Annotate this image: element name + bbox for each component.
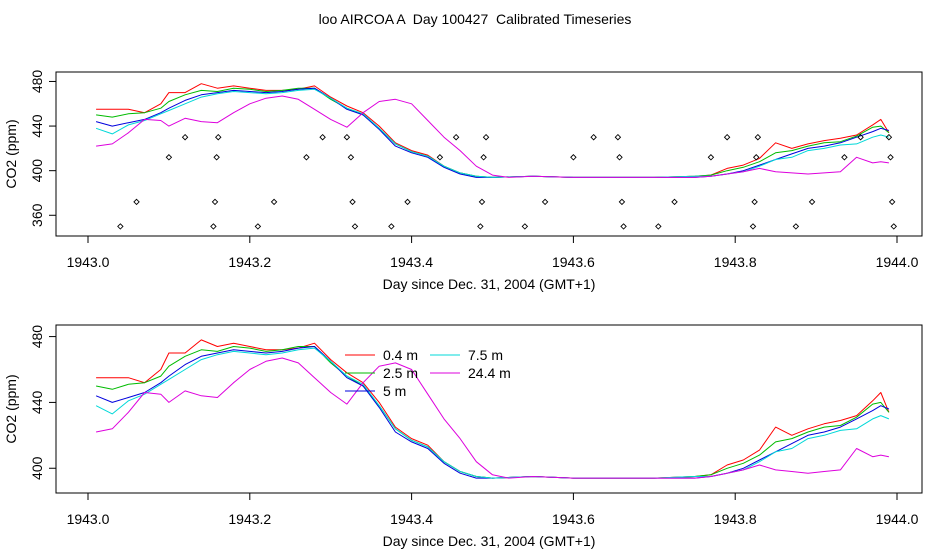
- diamond-marker: [404, 198, 411, 206]
- legend-label: 5 m: [383, 383, 406, 399]
- top-series-layer: [95, 83, 890, 178]
- top-series-2-5-m: [96, 87, 890, 178]
- bottom-x-tick-label: 1943.8: [714, 511, 757, 527]
- diamond-marker: [165, 154, 173, 161]
- diamond-marker: [890, 223, 898, 230]
- legend: 0.4 m 2.5 m 5 m 7.5 m 24.4 m: [345, 347, 511, 399]
- diamond-marker: [343, 133, 351, 141]
- diamond-marker: [620, 223, 627, 230]
- top-x-tick-label: 1943.8: [714, 254, 757, 270]
- diamond-marker: [749, 223, 757, 230]
- bottom-series-5-m: [95, 346, 890, 479]
- top-x-tick-label: 1943.0: [67, 254, 110, 270]
- bottom-panel: 1943.0 1943.2 1943.4 1943.6 1943.8 1944.0 400…: [3, 324, 923, 549]
- diamond-marker: [752, 154, 760, 161]
- diamond-marker: [887, 154, 894, 161]
- top-panel: 1943.0 1943.2 1943.4 1943.6 1943.8 1944.0 360…: [3, 70, 923, 292]
- top-y-axis-label: CO2 (ppm): [3, 119, 19, 188]
- top-series-0-4-m: [96, 83, 890, 178]
- legend-label: 0.4 m: [383, 347, 418, 363]
- legend-label: 7.5 m: [468, 347, 503, 363]
- diamond-marker: [215, 133, 222, 141]
- diamond-marker: [590, 133, 597, 141]
- bottom-x-tick-label: 1943.0: [67, 511, 110, 527]
- bottom-series-layer: [95, 339, 890, 479]
- diamond-marker: [808, 198, 816, 206]
- bottom-y-axis-label: CO2 (ppm): [3, 374, 19, 443]
- top-y-tick-label: 400: [29, 159, 45, 183]
- diamond-marker: [541, 198, 549, 206]
- diamond-marker: [478, 198, 486, 206]
- diamond-marker: [616, 154, 623, 161]
- diamond-marker: [351, 223, 359, 230]
- diamond-marker: [210, 223, 217, 230]
- chart-title: loo AIRCOA A Day 100427 Calibrated Times…: [318, 11, 632, 27]
- top-x-axis: 1943.0 1943.2 1943.4 1943.6 1943.8 1944.0: [67, 235, 919, 270]
- top-y-tick-label: 480: [29, 70, 45, 94]
- diamond-marker: [857, 133, 864, 141]
- bottom-x-tick-label: 1943.6: [552, 511, 595, 527]
- diamond-marker: [181, 133, 189, 141]
- diamond-marker: [482, 133, 490, 141]
- bottom-series-7-5-m: [95, 347, 890, 479]
- diamond-marker: [885, 133, 893, 141]
- bottom-y-tick-label: 480: [29, 325, 45, 349]
- diamond-marker: [570, 154, 577, 161]
- diamond-marker: [211, 198, 219, 206]
- top-series-24-4-m: [96, 95, 889, 178]
- diamond-marker: [133, 198, 140, 206]
- top-series-5-m: [95, 87, 890, 178]
- top-y-axis: 360 400 440 480: [29, 70, 57, 227]
- diamond-marker: [888, 198, 896, 206]
- diamond-marker: [754, 133, 762, 141]
- legend-label: 24.4 m: [468, 365, 511, 381]
- top-y-tick-label: 360: [29, 203, 45, 227]
- diamond-marker: [723, 133, 731, 141]
- diamond-marker: [655, 223, 662, 230]
- diamond-marker: [436, 154, 444, 161]
- bottom-x-tick-label: 1944.0: [876, 511, 919, 527]
- diamond-marker: [751, 198, 758, 206]
- top-series-7-5-m: [95, 88, 890, 178]
- diamond-marker: [614, 133, 622, 141]
- bottom-y-tick-label: 400: [29, 456, 45, 480]
- bottom-x-tick-label: 1943.2: [228, 511, 271, 527]
- legend-label: 2.5 m: [383, 365, 418, 381]
- diamond-marker: [388, 223, 395, 230]
- bottom-series-0-4-m: [96, 339, 890, 479]
- bottom-x-axis-label: Day since Dec. 31, 2004 (GMT+1): [383, 533, 596, 549]
- diamond-marker: [270, 198, 278, 206]
- diamond-marker: [618, 198, 626, 206]
- top-x-tick-label: 1943.2: [228, 254, 271, 270]
- diamond-marker: [671, 198, 678, 206]
- diamond-marker: [349, 198, 356, 206]
- diamond-marker: [707, 154, 715, 161]
- diamond-marker: [347, 154, 355, 161]
- top-y-tick-label: 440: [29, 114, 45, 138]
- bottom-y-axis: 400 440 480: [29, 325, 57, 480]
- diamond-marker: [254, 223, 262, 230]
- top-x-tick-label: 1943.4: [390, 254, 433, 270]
- diamond-marker: [521, 223, 529, 230]
- bottom-x-axis: 1943.0 1943.2 1943.4 1943.6 1943.8 1944.0: [67, 492, 919, 527]
- diamond-marker: [477, 223, 484, 230]
- diamond-marker: [841, 154, 848, 161]
- top-x-tick-label: 1944.0: [876, 254, 919, 270]
- bottom-y-tick-label: 440: [29, 391, 45, 415]
- diamond-marker: [792, 223, 800, 230]
- bottom-x-tick-label: 1943.4: [390, 511, 433, 527]
- diamond-marker: [213, 154, 220, 161]
- top-marker-layer: [117, 133, 898, 230]
- diamond-marker: [303, 154, 310, 161]
- bottom-series-24-4-m: [96, 357, 889, 479]
- diamond-marker: [319, 133, 326, 141]
- diamond-marker: [117, 223, 124, 230]
- diamond-marker: [452, 133, 460, 141]
- diamond-marker: [480, 154, 487, 161]
- top-x-tick-label: 1943.6: [552, 254, 595, 270]
- top-x-axis-label: Day since Dec. 31, 2004 (GMT+1): [383, 276, 596, 292]
